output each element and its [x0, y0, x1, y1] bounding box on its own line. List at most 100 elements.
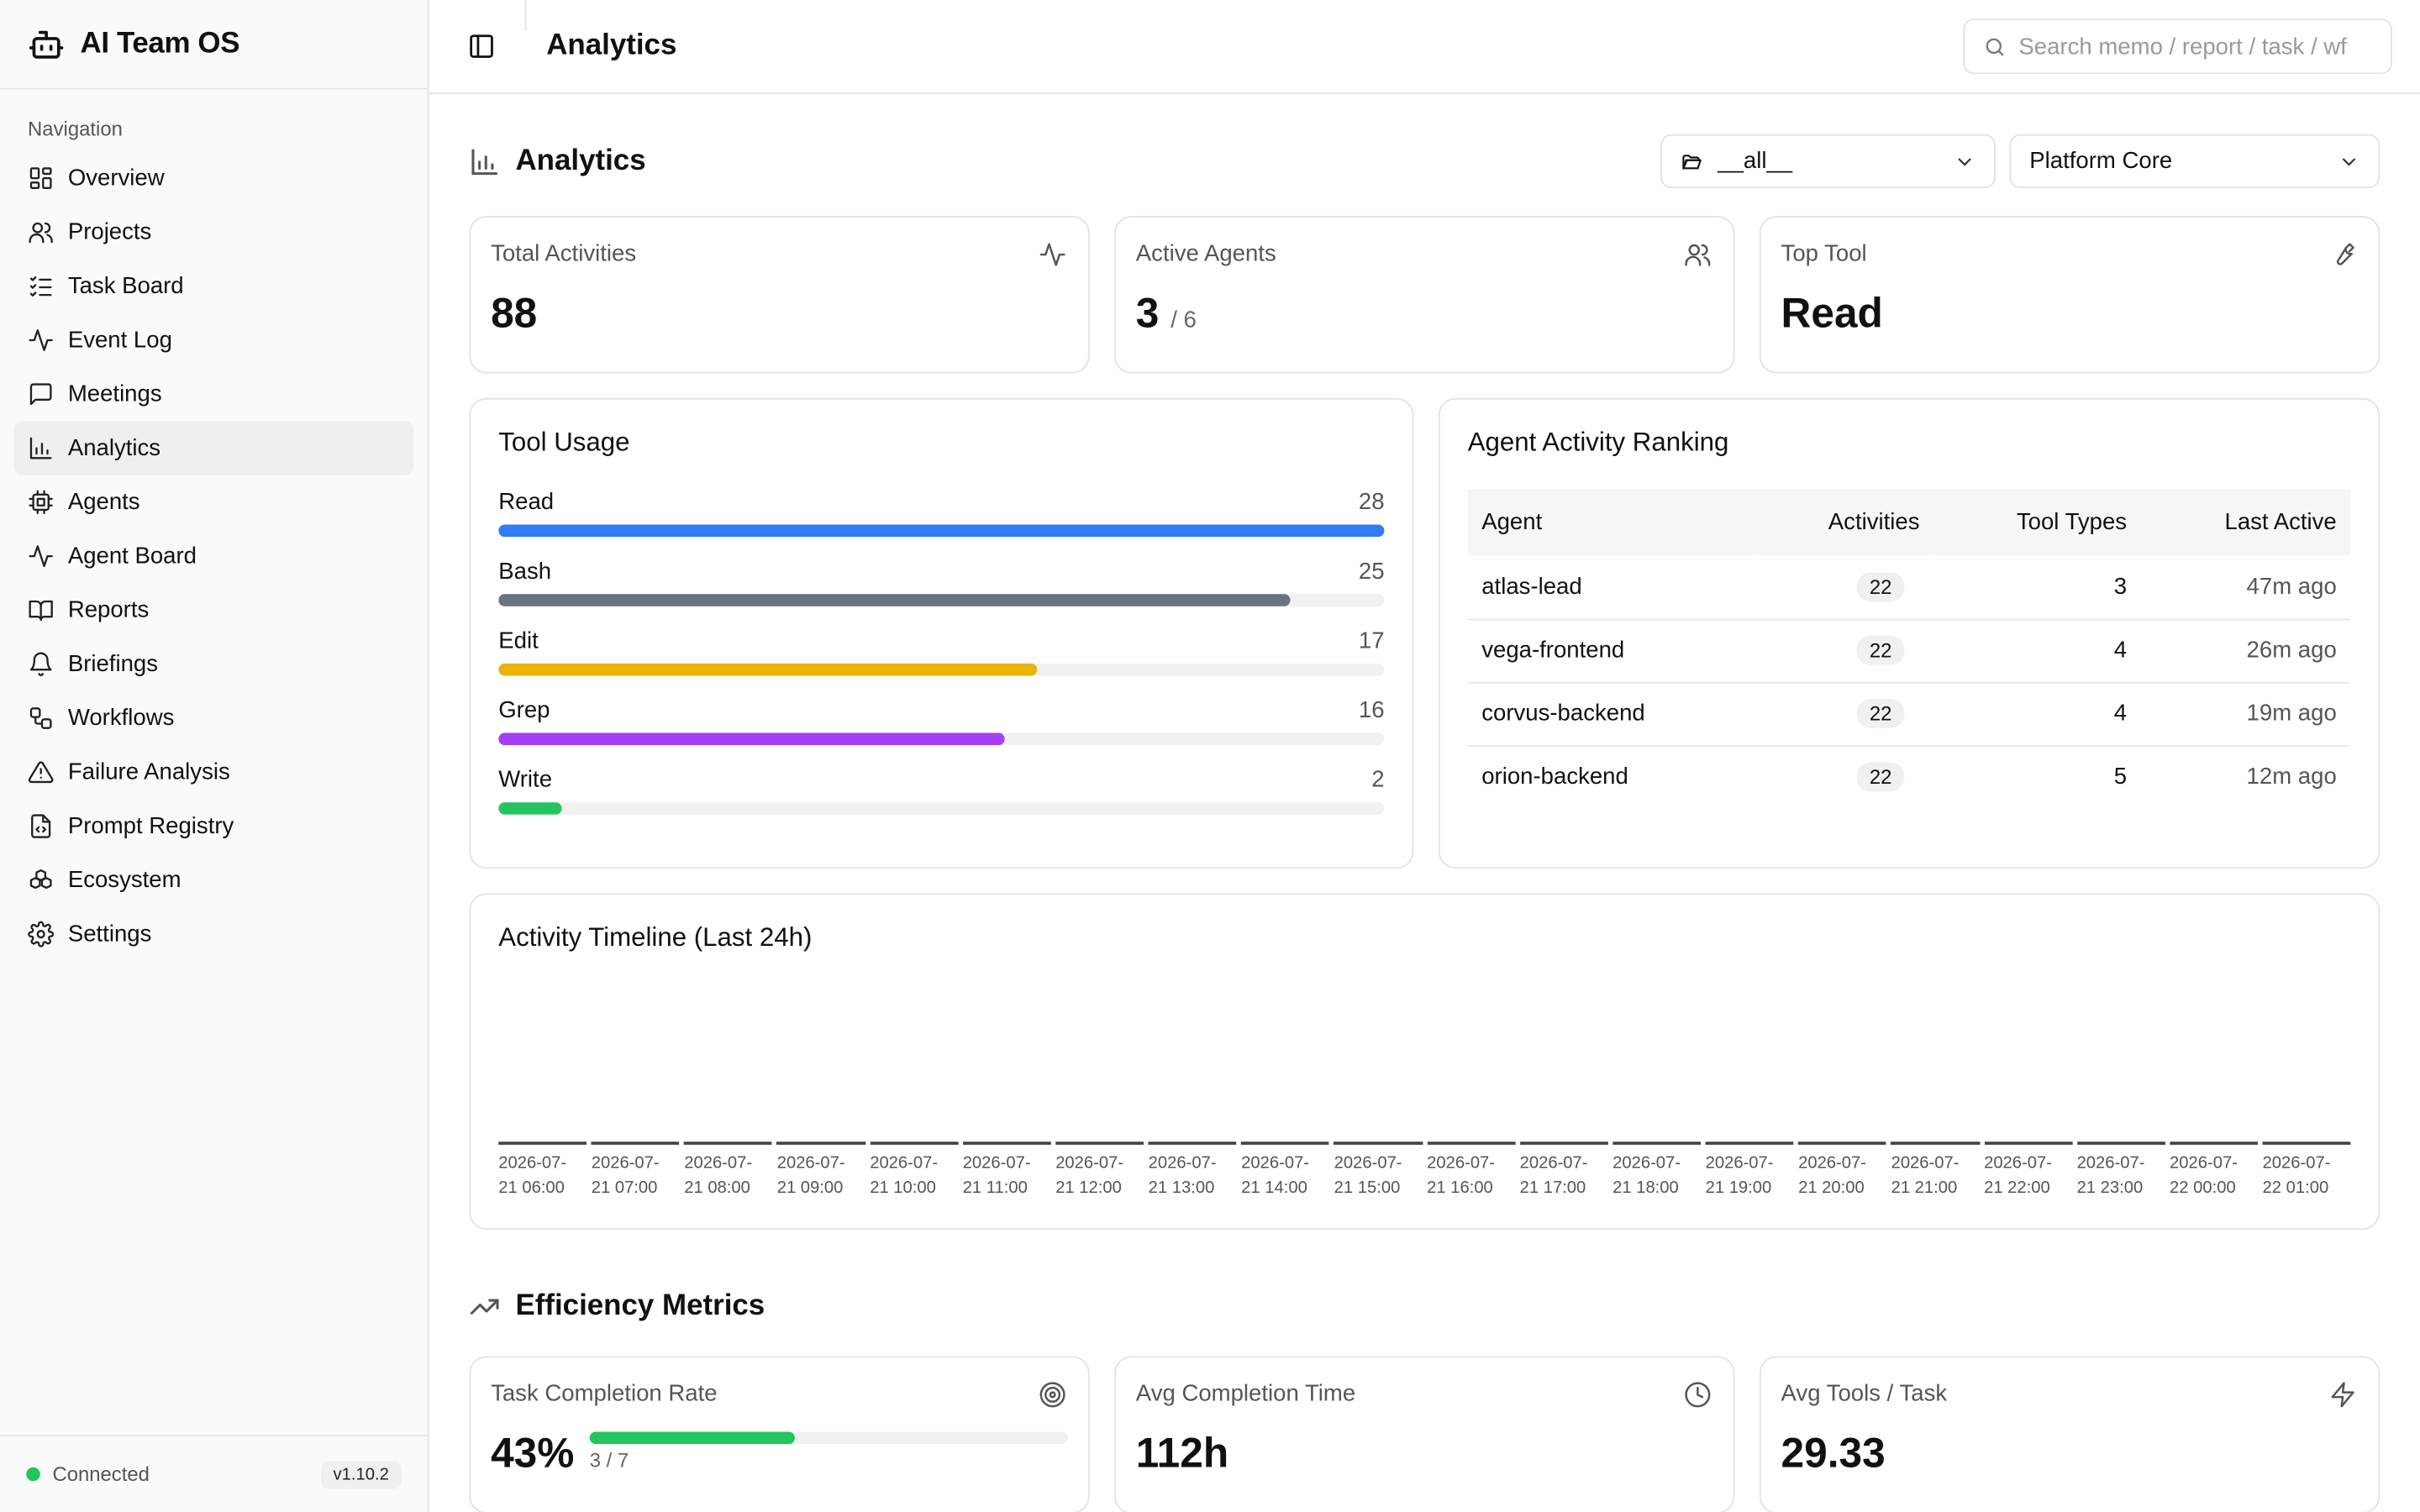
stat-label: Active Agents	[1135, 240, 1276, 267]
timeline-label: 2026-07- 21 20:00	[1798, 1151, 1886, 1200]
column-header: Agent	[1467, 489, 1755, 556]
main-area: Analytics Analytics __all__ Platform Cor…	[429, 0, 2420, 1512]
activities-cell: 22	[1754, 681, 1934, 747]
chevron-down-icon	[2342, 157, 2355, 165]
sidebar-footer: Connected v1.10.2	[0, 1435, 428, 1512]
sidebar-item-label: Briefings	[67, 651, 159, 678]
timeline-label: 2026-07- 21 17:00	[1520, 1151, 1608, 1200]
sidebar-item-meetings[interactable]: Meetings	[14, 367, 414, 421]
status-dot	[26, 1467, 40, 1482]
timeline-label-line: 2026-07-	[1984, 1153, 2052, 1173]
active-agents-card: Active Agents 3 / 6	[1114, 216, 1735, 374]
sidebar-item-event-log[interactable]: Event Log	[14, 313, 414, 367]
timeline-label-line: 21 08:00	[684, 1179, 750, 1198]
brand[interactable]: AI Team OS	[0, 0, 428, 90]
sidebar-item-ecosystem[interactable]: Ecosystem	[14, 853, 414, 907]
sidebar-item-settings[interactable]: Settings	[14, 907, 414, 961]
tool-usage-list: Read 28 Bash 25 Edit 17 Grep 16 Write 2	[498, 489, 1385, 815]
timeline-label: 2026-07- 21 14:00	[1241, 1151, 1329, 1200]
table-row[interactable]: orion-backend 22 5 12m ago	[1468, 745, 2351, 808]
timeline-label-line: 22 01:00	[2262, 1179, 2329, 1198]
agent-ranking-panel: Agent Activity Ranking Agent Activities To…	[1438, 397, 2381, 869]
layout-grid-icon	[29, 167, 52, 190]
timeline-label-line: 21 09:00	[776, 1179, 844, 1198]
stat-label: Avg Tools / Task	[1781, 1380, 1948, 1408]
timeline-label-line: 2026-07-	[2262, 1153, 2331, 1173]
activities-badge: 22	[1857, 571, 1905, 601]
robot-logo-icon	[29, 29, 64, 58]
agent-name: atlas-lead	[1467, 555, 1755, 620]
app-name: AI Team OS	[80, 27, 240, 60]
timeline-label: 2026-07- 22 00:00	[2170, 1151, 2258, 1200]
tool-count: 2	[1371, 766, 1385, 794]
completion-rate-card: Task Completion Rate 43% 3 / 7	[469, 1356, 1090, 1512]
tool-name: Bash	[498, 558, 552, 585]
timeline-label: 2026-07- 21 19:00	[1706, 1151, 1794, 1200]
timeline-bar	[1241, 1142, 1330, 1145]
active-agents-count: 3	[1135, 290, 1160, 337]
timeline-label: 2026-07- 21 06:00	[498, 1151, 587, 1200]
clock-icon	[1685, 1382, 1711, 1408]
activities-cell: 22	[1754, 555, 1934, 620]
team-select[interactable]: Platform Core	[2009, 134, 2381, 189]
sidebar-item-prompt-registry[interactable]: Prompt Registry	[14, 799, 414, 853]
gear-icon	[28, 921, 55, 948]
stat-label: Task Completion Rate	[491, 1380, 718, 1408]
activities-cell: 22	[1754, 618, 1934, 683]
sidebar-item-task-board[interactable]: Task Board	[14, 260, 414, 313]
timeline-bar	[1891, 1142, 1980, 1145]
agent-name: corvus-backend	[1467, 681, 1755, 747]
agent-name: vega-frontend	[1467, 618, 1755, 683]
active-agents-total: / 6	[1171, 307, 1197, 333]
tool-types-cell: 4	[1933, 681, 2141, 747]
sidebar-item-label: Meetings	[67, 381, 162, 407]
connection-status: Connected	[52, 1462, 150, 1486]
sidebar-item-briefings[interactable]: Briefings	[14, 638, 414, 691]
sidebar-item-projects[interactable]: Projects	[14, 205, 414, 259]
timeline-label-line: 21 20:00	[1798, 1179, 1865, 1198]
activities-badge: 22	[1857, 699, 1905, 728]
timeline-bar	[1705, 1142, 1794, 1145]
efficiency-cards: Task Completion Rate 43% 3 / 7 Avg Compl…	[469, 1356, 2381, 1512]
timeline-label-line: 21 15:00	[1334, 1179, 1401, 1198]
bell-icon	[29, 652, 52, 676]
sidebar-item-workflows[interactable]: Workflows	[14, 691, 414, 745]
tool-name: Grep	[498, 697, 550, 724]
sidebar-toggle-icon[interactable]	[468, 33, 496, 60]
timeline-label-line: 2026-07-	[498, 1153, 567, 1173]
table-row[interactable]: atlas-lead 22 3 47m ago	[1467, 555, 2351, 620]
activity-icon	[1039, 243, 1065, 266]
table-row[interactable]: vega-frontend 22 4 26m ago	[1467, 618, 2351, 683]
sidebar-item-label: Analytics	[67, 434, 161, 462]
sidebar-item-overview[interactable]: Overview	[14, 151, 414, 205]
stat-value: 43% 3 / 7	[491, 1431, 1068, 1478]
tool-name: Read	[498, 489, 555, 516]
content: Analytics __all__ Platform Core Total Ac…	[429, 131, 2420, 1512]
search-input[interactable]	[2018, 33, 2383, 60]
tool-row: Read 28	[498, 489, 1384, 515]
list-checks-icon	[29, 276, 52, 297]
bar-chart-icon	[471, 149, 498, 176]
timeline-bar	[1798, 1142, 1887, 1145]
timeline-label: 2026-07- 21 16:00	[1427, 1151, 1515, 1200]
boxes-icon	[29, 869, 52, 890]
stat-value: 29.33	[1781, 1430, 1886, 1477]
sidebar-item-agents[interactable]: Agents	[14, 475, 414, 529]
project-select[interactable]: __all__	[1660, 134, 1996, 189]
sidebar-item-agent-board[interactable]: Agent Board	[14, 529, 414, 583]
timeline-label-line: 2026-07-	[1427, 1153, 1496, 1173]
sidebar-item-analytics[interactable]: Analytics	[13, 421, 414, 475]
timeline-bar	[684, 1142, 773, 1145]
filter-selects: __all__ Platform Core	[1660, 134, 2381, 189]
table-row[interactable]: corvus-backend 22 4 19m ago	[1467, 681, 2351, 747]
timeline-label-line: 21 18:00	[1612, 1179, 1679, 1198]
timeline-bar	[1055, 1142, 1144, 1145]
search-box[interactable]	[1963, 18, 2392, 75]
sidebar-item-failure-analysis[interactable]: Failure Analysis	[14, 745, 414, 799]
book-open-icon	[29, 600, 53, 622]
sidebar-item-reports[interactable]: Reports	[14, 583, 414, 637]
tool-bar-track	[498, 524, 1385, 538]
trending-up-icon	[470, 1299, 499, 1315]
tool-usage-item: Edit 17	[498, 628, 1385, 676]
sidebar-item-label: Reports	[67, 596, 150, 624]
